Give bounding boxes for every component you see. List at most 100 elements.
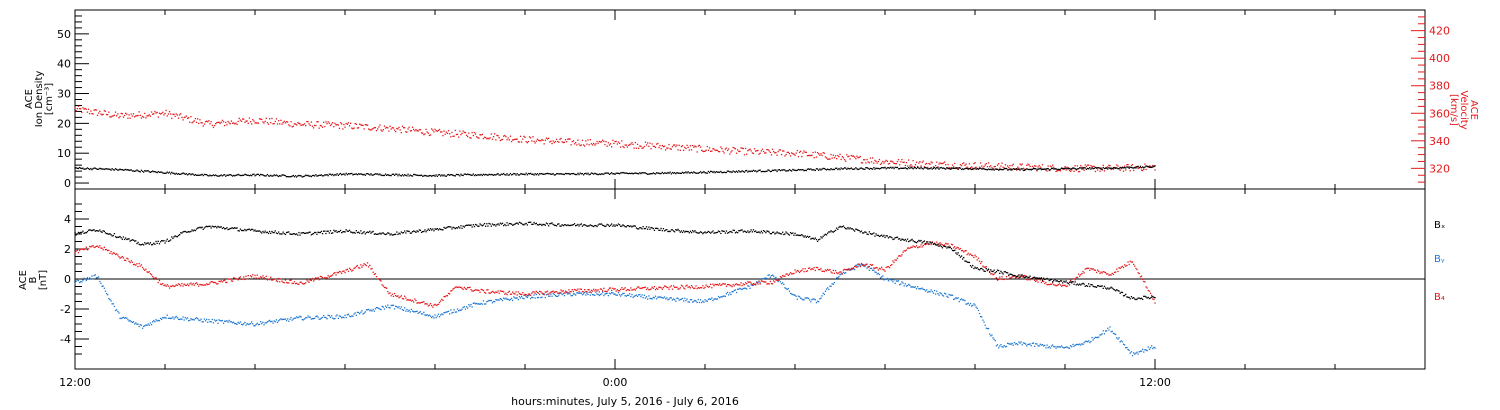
velocity-point — [838, 156, 840, 158]
velocity-point — [410, 130, 413, 132]
bx-point — [687, 230, 689, 233]
density-point — [404, 174, 406, 176]
density-point — [104, 168, 107, 170]
bx-point — [760, 230, 762, 232]
velocity-point — [571, 141, 573, 143]
bz-point — [488, 292, 490, 294]
bx-point — [370, 232, 372, 234]
bx-point — [476, 224, 478, 226]
velocity-point — [519, 135, 522, 137]
by-point — [467, 307, 469, 309]
bz-point — [173, 285, 175, 288]
velocity-point — [623, 146, 625, 149]
density-point — [986, 169, 989, 171]
by-point — [285, 319, 288, 322]
velocity-point — [940, 162, 942, 165]
bx-point — [326, 230, 328, 232]
bx-point — [893, 238, 895, 240]
density-point — [199, 174, 201, 176]
velocity-point — [256, 122, 258, 124]
by-point — [343, 316, 345, 319]
density-point — [519, 173, 522, 175]
bx-point — [931, 241, 933, 244]
density-point — [337, 174, 339, 176]
velocity-point — [557, 140, 559, 143]
velocity-point — [312, 127, 315, 129]
velocity-point — [605, 141, 607, 143]
bz-point — [940, 243, 942, 245]
velocity-point — [476, 136, 478, 138]
velocity-point — [227, 120, 229, 123]
bz-point — [101, 247, 103, 249]
bz-point — [1104, 272, 1107, 274]
velocity-point — [794, 154, 796, 156]
bx-point — [543, 223, 545, 226]
bz-point — [378, 278, 380, 280]
bz-point — [771, 283, 774, 285]
velocity-point — [894, 163, 896, 165]
by-point — [237, 321, 239, 323]
bx-point — [680, 230, 683, 232]
velocity-point — [238, 117, 240, 120]
bz-point — [712, 283, 714, 285]
bx-point — [508, 222, 510, 225]
density-point — [798, 169, 801, 171]
by-point — [687, 301, 689, 303]
by-point — [840, 273, 842, 275]
velocity-point — [438, 128, 441, 131]
velocity-point — [1059, 170, 1062, 172]
bx-point — [649, 228, 651, 230]
bz-point — [714, 283, 716, 286]
bz-point — [234, 277, 236, 279]
bx-point — [578, 225, 580, 227]
density-point — [402, 175, 405, 177]
bx-point — [671, 229, 674, 231]
bx-point — [598, 223, 600, 225]
bz-point — [170, 285, 172, 287]
velocity-point — [1071, 169, 1073, 171]
by-point — [919, 288, 921, 290]
by-point — [1119, 341, 1121, 343]
density-point — [645, 173, 648, 175]
bz-point — [243, 276, 245, 278]
by-point — [510, 297, 513, 300]
bx-point — [693, 231, 695, 233]
by-point — [332, 317, 334, 319]
by-point — [528, 294, 531, 296]
by-point — [887, 280, 890, 282]
bz-point — [739, 284, 741, 286]
bz-point — [851, 267, 854, 270]
by-point — [396, 306, 398, 308]
bz-point — [671, 288, 674, 290]
bx-point — [814, 237, 816, 239]
density-point — [839, 168, 841, 171]
by-point — [969, 302, 972, 305]
velocity-point — [334, 122, 336, 125]
by-point — [588, 291, 590, 293]
velocity-point — [1092, 165, 1094, 168]
density-point — [485, 173, 487, 176]
velocity-point — [590, 143, 593, 145]
velocity-point — [456, 133, 459, 135]
density-point — [229, 174, 231, 176]
bx-point — [1058, 281, 1061, 283]
by-point — [1035, 343, 1037, 345]
velocity-point — [1090, 164, 1092, 167]
velocity-point — [721, 148, 723, 150]
density-point — [905, 167, 908, 170]
bx-point — [828, 231, 830, 233]
velocity-point — [846, 154, 848, 156]
bx-point — [110, 234, 112, 236]
bz-point — [334, 272, 336, 274]
by-point — [809, 299, 811, 301]
bz-point — [357, 267, 360, 269]
bx-point — [1143, 295, 1145, 297]
velocity-point — [159, 113, 162, 115]
velocity-point — [468, 132, 470, 134]
velocity-point — [654, 146, 657, 149]
velocity-point — [220, 121, 222, 123]
bx-point — [631, 226, 633, 228]
velocity-point — [118, 117, 120, 119]
by-point — [836, 277, 838, 279]
by-point — [569, 293, 571, 295]
